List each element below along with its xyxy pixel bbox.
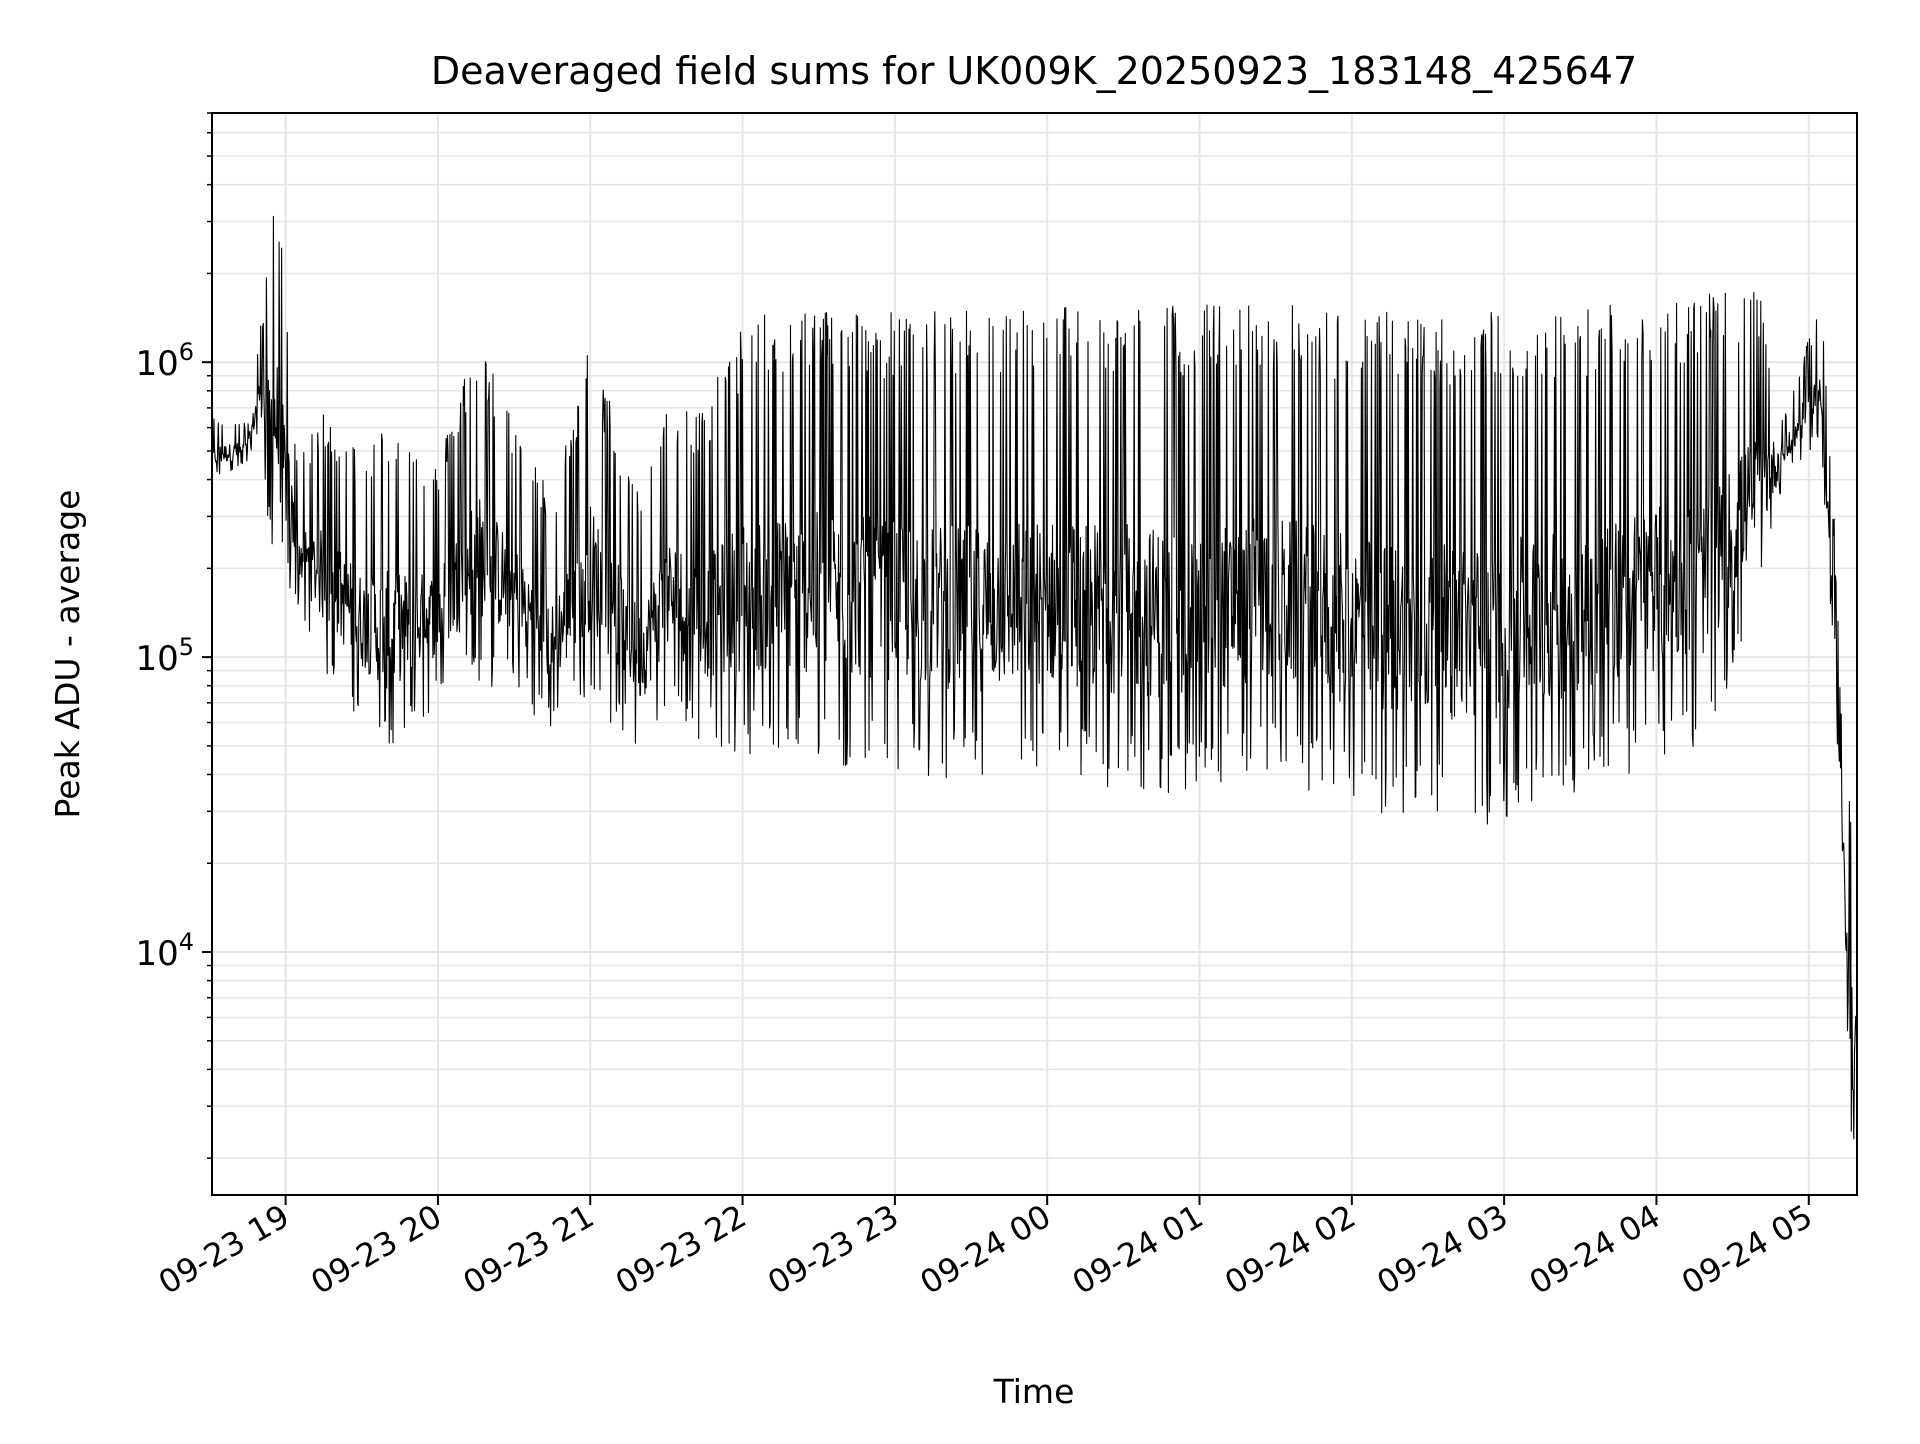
y-tick-label-exponent: 5 [179,633,194,661]
y-tick-label: 105 [135,633,194,679]
y-tick-label-exponent: 6 [179,338,194,366]
y-tick-label: 104 [135,928,194,974]
data-series [211,215,1858,1140]
x-axis-label: Time [993,1372,1075,1411]
series-line [211,215,1858,1140]
y-tick-label-base: 10 [135,639,178,679]
y-tick-label: 106 [135,338,194,384]
chart-title: Deaveraged field sums for UK009K_2025092… [431,49,1637,93]
y-tick-label-base: 10 [135,934,178,974]
y-tick-label-base: 10 [135,344,178,384]
y-axis-label: Peak ADU - average [48,490,87,819]
plot-frame [211,112,1858,1196]
y-tick-label-exponent: 4 [179,928,194,956]
